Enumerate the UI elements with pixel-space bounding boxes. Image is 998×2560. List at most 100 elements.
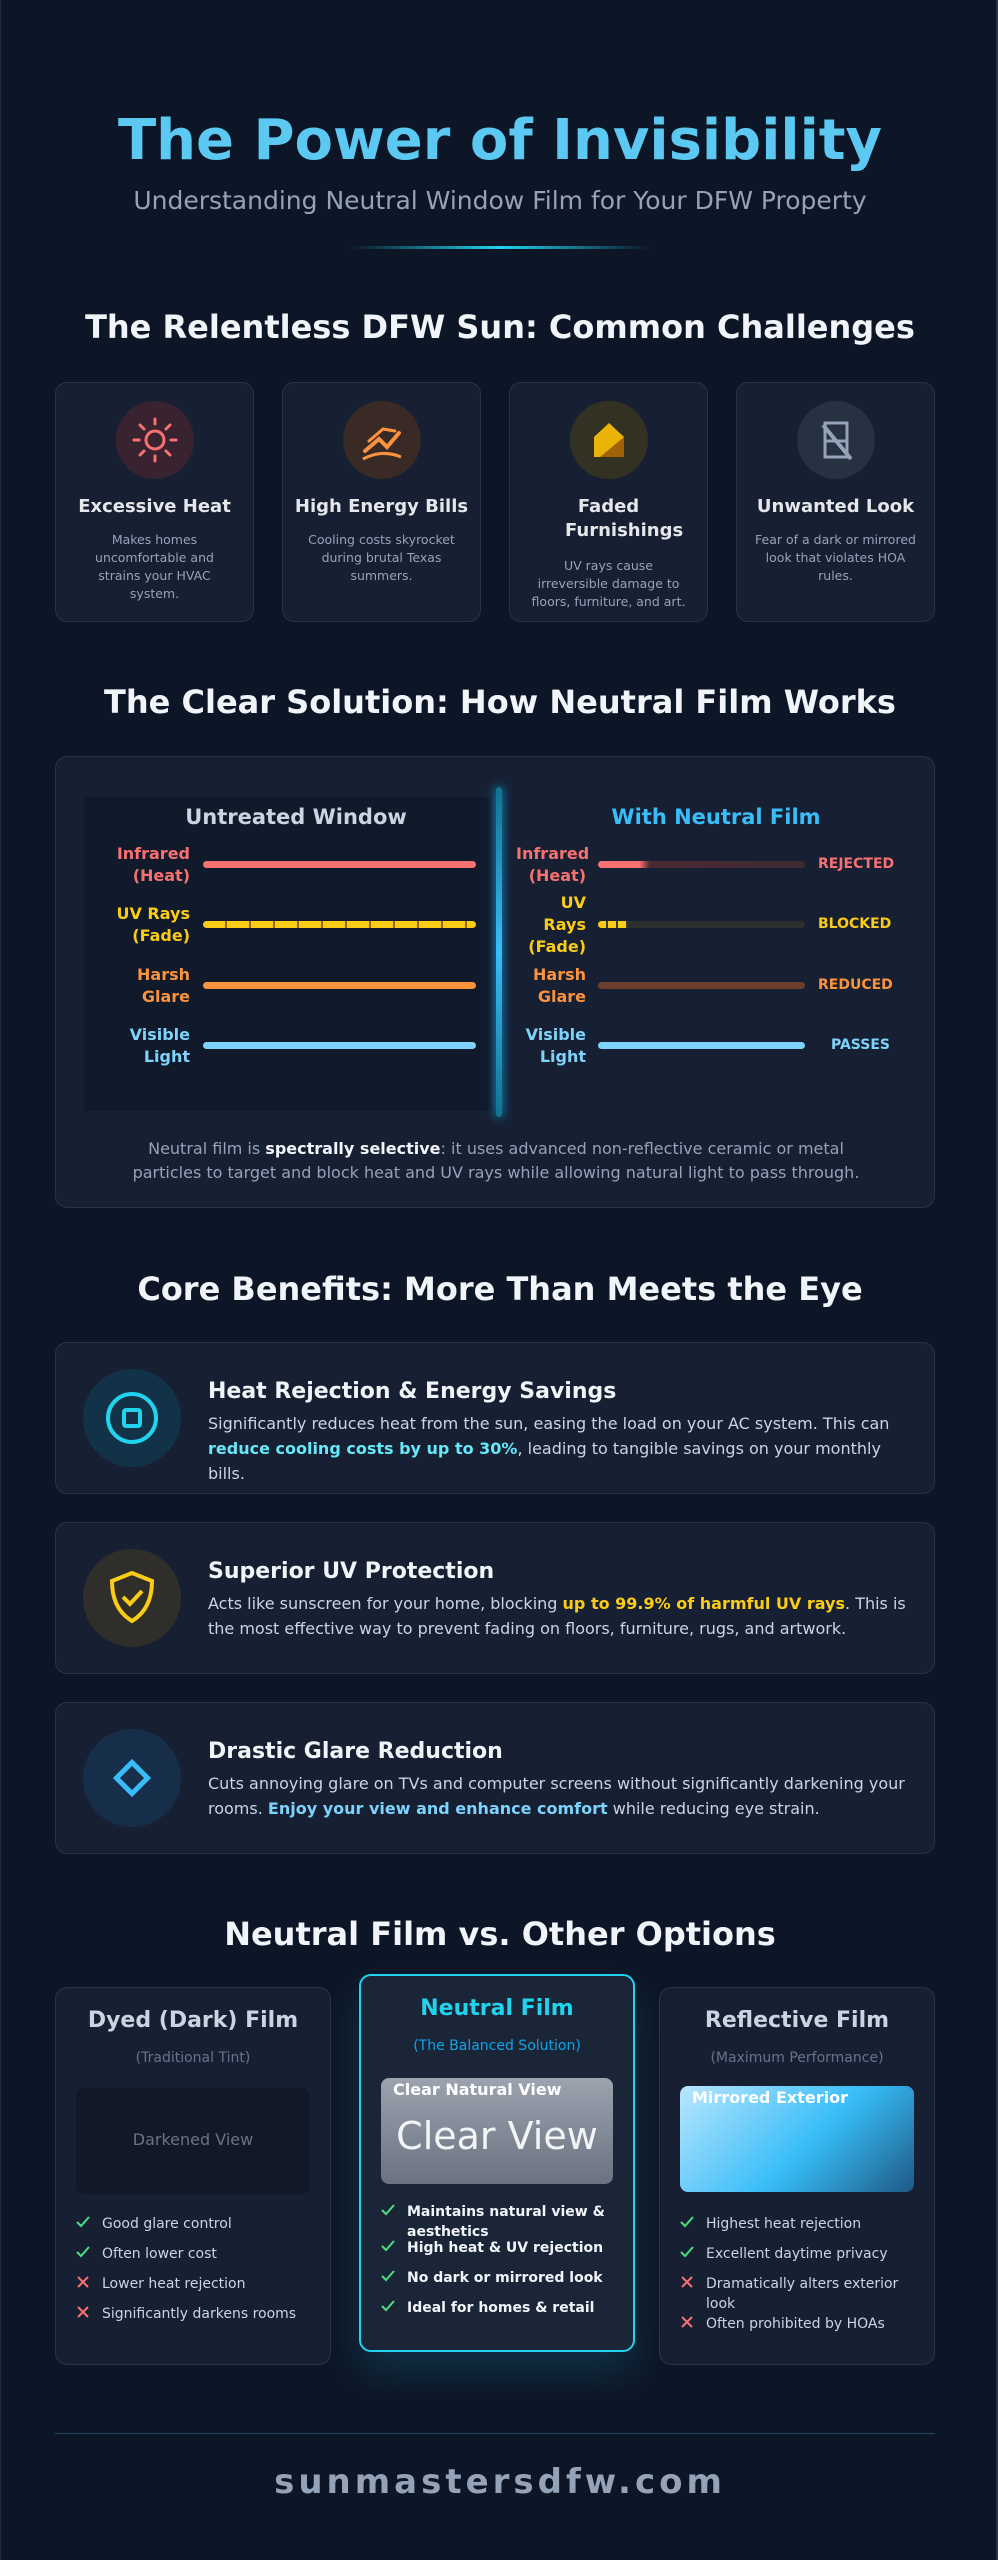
- feature-text: Maintains natural view & aesthetics: [407, 2204, 605, 2240]
- comparison-card: Neutral Film (The Balanced Solution) Clear…: [359, 1974, 635, 2352]
- comparison-card: Reflective Film (Maximum Performance) Mirr…: [659, 1987, 935, 2365]
- challenge-card: High Energy Bills Cooling costs skyrocket…: [282, 382, 481, 622]
- icon-shape: [138, 423, 146, 431]
- icon-shape: [77, 2306, 89, 2318]
- solution-caption: Neutral film is spectrally selective: it…: [116, 1137, 876, 1185]
- filtered-bar: [598, 982, 805, 989]
- preview-box: Mirrored Exterior: [680, 2086, 914, 2192]
- icon-shape: [363, 431, 401, 453]
- feature-item: Highest heat rejection: [680, 2214, 924, 2234]
- icon-shape: [76, 2246, 90, 2258]
- comparison-card: Dyed (Dark) Film (Traditional Tint) Darken…: [55, 1987, 331, 2365]
- benefit-highlight: Enjoy your view and enhance comfort: [267, 1799, 608, 1818]
- benefit-text: . This is the most effective way to prev…: [208, 1594, 906, 1638]
- untreated-panel: [84, 797, 492, 1111]
- icon-shape: [112, 1758, 152, 1798]
- filtered-bar: [598, 861, 805, 868]
- challenge-icon: [797, 401, 875, 479]
- icon-shape: [680, 2246, 694, 2258]
- icon-shape: [76, 2246, 90, 2258]
- feature-item: Dramatically alters exterior look: [680, 2274, 924, 2314]
- icon-shape: [381, 2300, 395, 2312]
- icon-shape: [381, 2240, 395, 2252]
- icon-shape: [164, 449, 172, 457]
- comparison-title: Dyed (Dark) Film: [87, 2008, 299, 2033]
- feature-text: Lower heat rejection: [102, 2276, 246, 2292]
- challenge-title: Unwanted Look: [756, 496, 915, 517]
- icon-shape: [109, 1570, 155, 1624]
- page-title: The Power of Invisibility: [117, 108, 883, 173]
- benefit-text: Cuts annoying glare on TVs and computer …: [208, 1774, 905, 1818]
- ray-status: REDUCED: [818, 977, 893, 993]
- ray-label: UV Rays (Fade): [528, 893, 586, 956]
- benefit-text: , leading to tangible savings on your mo…: [208, 1439, 881, 1483]
- comparison-subtitle: (Maximum Performance): [710, 2050, 884, 2066]
- preview-box: Darkened View: [76, 2088, 310, 2194]
- icon-shape: [594, 423, 624, 457]
- benefit-text: Significantly reduces heat from the sun,…: [208, 1414, 890, 1433]
- benefit-highlight: up to 99.9% of harmful UV rays: [562, 1594, 846, 1613]
- comparison-title: Neutral Film: [420, 1996, 574, 2021]
- icon-shape: [76, 2216, 90, 2228]
- icon-shape: [381, 2204, 395, 2216]
- caption-text: : it uses advanced non-reflective cerami…: [132, 1139, 860, 1182]
- ray-status: PASSES: [831, 1037, 890, 1053]
- benefit-text: Significantly reduces heat from the sun,…: [208, 1411, 908, 1486]
- icon-shape: [164, 423, 172, 431]
- feature-item: Maintains natural view & aesthetics: [381, 2202, 623, 2242]
- benefit-text: Acts like sunscreen for your home, block…: [208, 1594, 563, 1613]
- challenge-title: Faded Furnishings: [565, 496, 684, 541]
- feature-item: Excellent daytime privacy: [680, 2244, 924, 2264]
- comparison-subtitle: (Traditional Tint): [135, 2050, 251, 2066]
- preview-box: Clear Natural View Clear View: [381, 2078, 613, 2184]
- filtered-bar: [598, 921, 805, 928]
- ray-label: Visible Light: [525, 1025, 586, 1066]
- feature-text: Often prohibited by HOAs: [706, 2316, 885, 2332]
- benefit-text: while reducing eye strain.: [607, 1799, 820, 1818]
- ray-label: Visible Light: [129, 1025, 190, 1066]
- feature-item: Often lower cost: [76, 2244, 320, 2264]
- icon-shape: [362, 452, 402, 461]
- feature-icon: [680, 2274, 706, 2314]
- preview-text: Clear View: [396, 2114, 598, 2158]
- benefit-card: Superior UV Protection Acts like sunscree…: [55, 1522, 935, 1674]
- challenge-title: High Energy Bills: [294, 496, 469, 517]
- benefit-icon: [83, 1729, 181, 1827]
- icon-shape: [680, 2216, 694, 2228]
- comparison-title: Reflective Film: [704, 2008, 890, 2033]
- challenge-icon: [343, 401, 421, 479]
- benefit-highlight: reduce cooling costs by up to 30%: [208, 1439, 518, 1458]
- benefit-card: Drastic Glare Reduction Cuts annoying gla…: [55, 1702, 935, 1854]
- feature-text: Good glare control: [102, 2216, 232, 2232]
- challenge-text: Cooling costs skyrocket during brutal Te…: [308, 532, 455, 583]
- feature-item: Often prohibited by HOAs: [680, 2314, 924, 2334]
- feature-item: No dark or mirrored look: [381, 2268, 623, 2288]
- feature-item: Ideal for homes & retail: [381, 2298, 623, 2318]
- challenge-card: Excessive Heat Makes homes uncomfortable …: [55, 382, 254, 622]
- feature-icon: [76, 2274, 102, 2294]
- icon-shape: [76, 2216, 90, 2228]
- footer-line: [55, 2433, 935, 2434]
- untreated-title: Untreated Window: [185, 805, 407, 829]
- challenge-card: Unwanted Look Fear of a dark or mirrored …: [736, 382, 935, 622]
- preview-label: Clear Natural View: [393, 2080, 562, 2099]
- icon-shape: [106, 1392, 158, 1444]
- icon-shape: [680, 2246, 694, 2258]
- ray-label: Infrared (Heat): [516, 844, 590, 885]
- feature-text: No dark or mirrored look: [407, 2270, 603, 2286]
- benefit-title: Superior UV Protection: [208, 1559, 495, 1584]
- caption-text: Neutral film is: [148, 1139, 266, 1158]
- icon-shape: [600, 437, 624, 457]
- ray-label: Infrared (Heat): [116, 844, 190, 885]
- solution-panel: Untreated Window With Neutral Film Infrare…: [55, 756, 935, 1208]
- section-heading: Core Benefits: More Than Meets the Eye: [137, 1270, 863, 1308]
- challenge-text: UV rays cause irreversible damage to flo…: [531, 558, 686, 609]
- feature-text: High heat & UV rejection: [407, 2240, 604, 2256]
- icon-shape: [381, 2300, 395, 2312]
- icon-shape: [680, 2216, 694, 2228]
- preview-label: Mirrored Exterior: [692, 2088, 848, 2107]
- feature-item: Significantly darkens rooms: [76, 2304, 320, 2324]
- benefit-card: Heat Rejection & Energy Savings Significa…: [55, 1342, 935, 1494]
- section-heading: Neutral Film vs. Other Options: [224, 1915, 776, 1953]
- icon-shape: [122, 1408, 142, 1428]
